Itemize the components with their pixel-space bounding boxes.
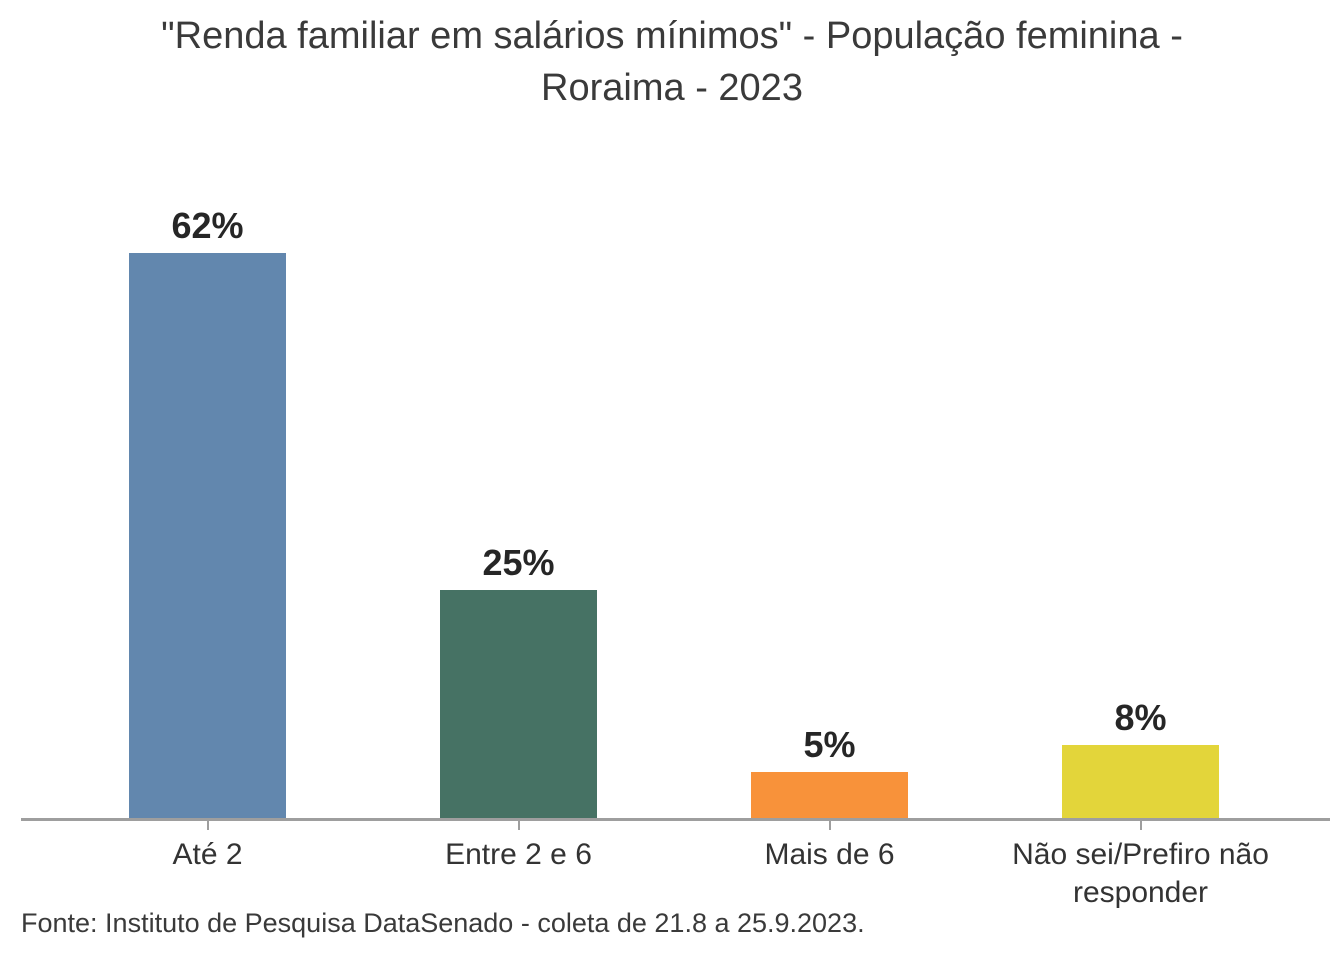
category-label: Mais de 6 bbox=[764, 838, 895, 871]
bar-value-label: 25% bbox=[482, 542, 555, 584]
source-note: Fonte: Instituto de Pesquisa DataSenado … bbox=[21, 908, 865, 938]
category-label: Entre 2 e 6 bbox=[445, 838, 592, 871]
category-label: Não sei/Prefiro não responder bbox=[1012, 838, 1269, 909]
bar bbox=[440, 590, 597, 818]
axis-tick bbox=[517, 821, 520, 830]
bar bbox=[1062, 745, 1219, 818]
bar-column: 5% Mais de 6 bbox=[674, 0, 985, 871]
bar-value-label: 62% bbox=[171, 205, 244, 247]
bar bbox=[751, 772, 908, 818]
chart-title-line1: "Renda familiar em salários mínimos" - P… bbox=[161, 15, 1183, 57]
category-label: Até 2 bbox=[172, 838, 243, 871]
chart-title-line2: Roraima - 2023 bbox=[541, 67, 803, 110]
bar-value-label: 5% bbox=[803, 724, 856, 766]
bar-column: 8% Não sei/Prefiro não responder bbox=[985, 0, 1296, 908]
x-axis-line bbox=[21, 818, 1330, 821]
bar-column: 62% Até 2 bbox=[52, 0, 363, 871]
plot-area: 62% Até 2 25% Entre 2 e 6 5% Mais de 6 8% Não s… bbox=[52, 0, 1296, 909]
bar-value-label: 8% bbox=[1114, 697, 1167, 739]
axis-tick bbox=[206, 821, 209, 830]
axis-tick bbox=[1139, 821, 1142, 830]
bar bbox=[129, 253, 286, 818]
bar-column: 25% Entre 2 e 6 bbox=[363, 0, 674, 871]
chart-title: "Renda familiar em salários mínimos" - P… bbox=[0, 10, 1344, 115]
axis-tick bbox=[828, 821, 831, 830]
